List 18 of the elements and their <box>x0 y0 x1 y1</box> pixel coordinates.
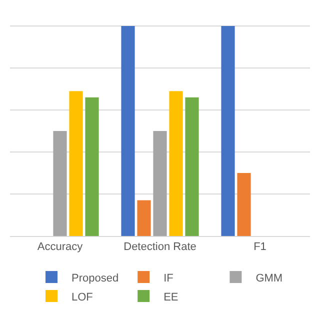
bar <box>85 97 99 236</box>
legend-label: GMM <box>256 272 283 284</box>
bar <box>53 131 67 236</box>
x-tick-label: Accuracy <box>37 241 84 254</box>
bar <box>237 173 251 236</box>
bar <box>169 91 183 236</box>
bar <box>153 131 167 236</box>
legend-label: LOF <box>72 291 94 304</box>
legend-label: Proposed <box>72 272 119 284</box>
legend-label: IF <box>164 272 174 284</box>
x-tick-label: F1 <box>254 241 266 254</box>
x-tick-label: Detection Rate <box>124 241 196 254</box>
bar <box>69 91 83 236</box>
bar <box>137 200 151 236</box>
bar <box>221 26 235 236</box>
bar <box>121 26 135 236</box>
bar <box>185 97 199 236</box>
legend-label: EE <box>164 291 178 304</box>
